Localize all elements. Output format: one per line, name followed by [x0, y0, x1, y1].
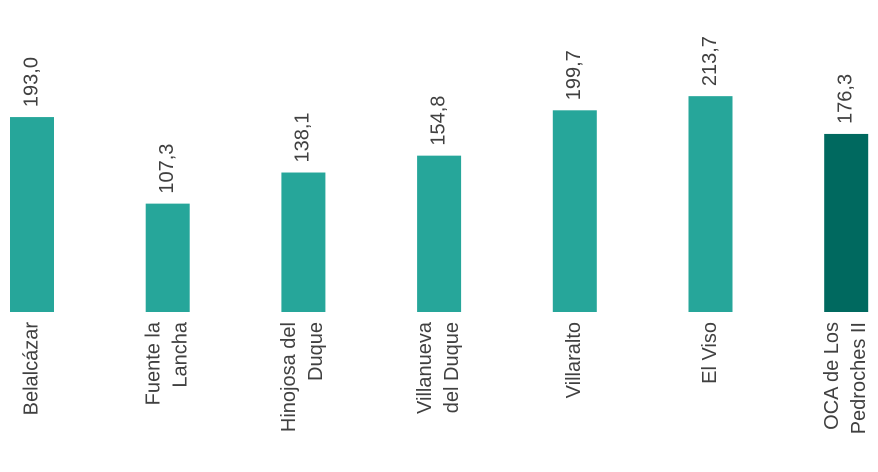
- bar: [281, 172, 326, 312]
- category-label: Villanueva: [414, 321, 436, 414]
- value-label: 138,1: [292, 112, 314, 162]
- category-label: Lancha: [169, 321, 191, 387]
- value-label: 176,3: [834, 74, 856, 124]
- value-label: 193,0: [20, 57, 42, 107]
- category-label: El Viso: [699, 322, 721, 384]
- value-label: 107,3: [156, 144, 178, 194]
- category-label: del Duque: [441, 322, 463, 413]
- value-label: 213,7: [699, 36, 721, 86]
- bar: [417, 155, 462, 312]
- bar: [552, 110, 597, 312]
- bar: [824, 133, 869, 312]
- bar: [10, 117, 54, 312]
- bar: [688, 96, 733, 313]
- category-label: Duque: [305, 322, 327, 381]
- category-label: OCA de Los: [821, 322, 843, 430]
- value-label: 154,8: [427, 96, 449, 146]
- category-label: Villaralto: [563, 322, 585, 398]
- category-label: Fuente la: [142, 321, 164, 405]
- bar: [145, 203, 190, 312]
- category-label: Hinojosa del: [278, 322, 300, 432]
- category-label: Belalcázar: [20, 322, 42, 416]
- value-label: 199,7: [563, 50, 585, 100]
- category-label: Pedroches II: [848, 322, 870, 434]
